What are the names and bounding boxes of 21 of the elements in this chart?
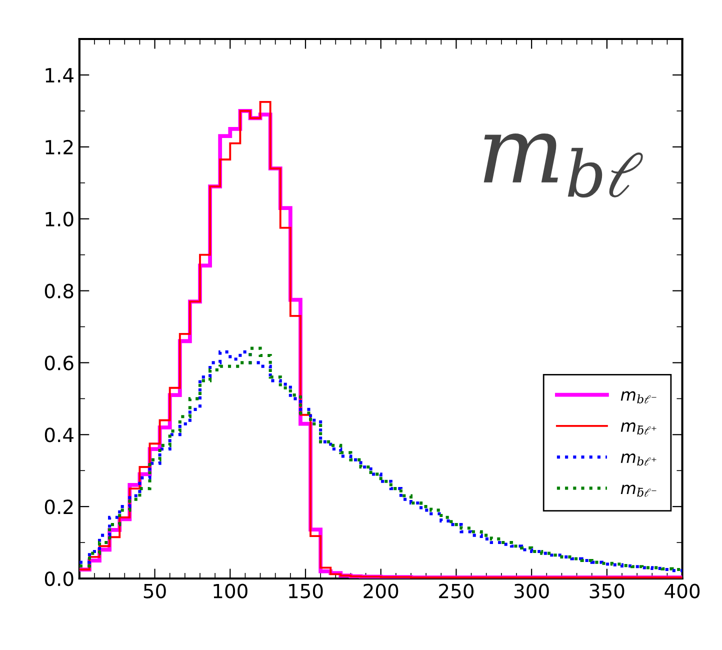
y-tick-label: 0.4 xyxy=(44,428,74,442)
y-tick-label: 1.2 xyxy=(46,140,73,154)
x-tick-label: 200 xyxy=(364,584,398,598)
x-tick-label: 300 xyxy=(514,584,549,598)
x-tick-label: 250 xyxy=(439,584,474,598)
y-tick-label: 0.0 xyxy=(44,571,74,586)
legend-label: m$_{b̄ℓ⁺}$ xyxy=(620,422,656,435)
legend-label: m$_{bℓ⁻}$ xyxy=(620,391,656,404)
x-tick-label: 100 xyxy=(214,584,248,598)
x-tick-label: 150 xyxy=(289,584,323,598)
x-tick-label: 350 xyxy=(590,584,624,598)
y-tick-label: 0.2 xyxy=(44,500,73,514)
legend-label: m$_{b̄ℓ⁻}$ xyxy=(620,484,656,497)
legend-label: m$_{bℓ⁺}$ xyxy=(620,454,656,466)
y-tick-label: 0.6 xyxy=(44,356,74,370)
y-tick-label: 1.0 xyxy=(46,212,74,226)
y-tick-label: 1.4 xyxy=(46,68,74,82)
x-tick-label: 50 xyxy=(144,584,166,598)
y-tick-label: 0.8 xyxy=(44,284,74,298)
annotation: m$_{bℓ}$ xyxy=(484,133,643,198)
x-tick-label: 400 xyxy=(664,584,700,598)
